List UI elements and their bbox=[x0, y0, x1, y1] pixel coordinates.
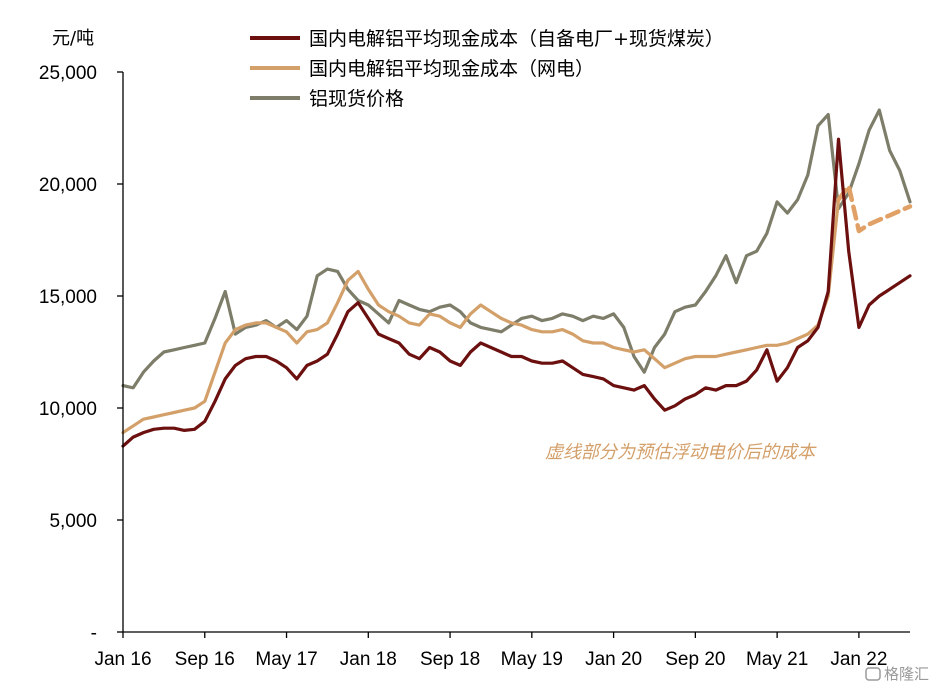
y-ticks: - 5,000 10,000 15,000 20,000 25,000 bbox=[39, 63, 123, 644]
series-line-2 bbox=[836, 183, 913, 234]
y-tick-label: 25,000 bbox=[39, 63, 97, 84]
x-ticks: Jan 16 Sep 16 May 17 Jan 18 Sep 18 May 19 Jan … bbox=[94, 632, 887, 670]
y-tick-label: - bbox=[91, 623, 97, 644]
series-line-1 bbox=[121, 198, 841, 435]
x-tick-label: Jan 22 bbox=[830, 649, 887, 670]
legend-label: 国内电解铝平均现金成本（自备电厂+现货煤炭） bbox=[309, 28, 724, 50]
x-tick-label: Jan 16 bbox=[94, 649, 151, 670]
x-tick-label: May 19 bbox=[501, 649, 563, 670]
axes-layer bbox=[122, 72, 910, 633]
series-line-3 bbox=[121, 108, 912, 390]
watermark: 格隆汇 bbox=[865, 665, 929, 683]
watermark-logo-icon bbox=[865, 667, 881, 681]
x-tick-label: Jan 18 bbox=[340, 649, 397, 670]
legend: 国内电解铝平均现金成本（自备电厂+现货煤炭） 国内电解铝平均现金成本（网电） 铝现货… bbox=[250, 28, 724, 110]
x-tick-label: May 17 bbox=[255, 649, 317, 670]
y-tick-label: 15,000 bbox=[39, 287, 97, 308]
x-tick-label: May 21 bbox=[746, 649, 808, 670]
y-axis-unit-label: 元/吨 bbox=[52, 28, 94, 49]
annotation-text: 虚线部分为预估浮动电价后的成本 bbox=[545, 442, 817, 463]
series-layer bbox=[121, 108, 913, 448]
y-tick-label: 10,000 bbox=[39, 399, 97, 420]
series-line-0 bbox=[121, 137, 912, 448]
x-tick-label: Jan 20 bbox=[585, 649, 642, 670]
x-tick-label: Sep 16 bbox=[175, 649, 235, 670]
legend-label: 铝现货价格 bbox=[309, 88, 404, 110]
legend-label: 国内电解铝平均现金成本（网电） bbox=[309, 58, 594, 80]
x-tick-label: Sep 20 bbox=[665, 649, 725, 670]
x-tick-label: Sep 18 bbox=[420, 649, 480, 670]
y-tick-label: 5,000 bbox=[49, 511, 97, 532]
watermark-text: 格隆汇 bbox=[884, 665, 929, 683]
y-tick-label: 20,000 bbox=[39, 175, 97, 196]
